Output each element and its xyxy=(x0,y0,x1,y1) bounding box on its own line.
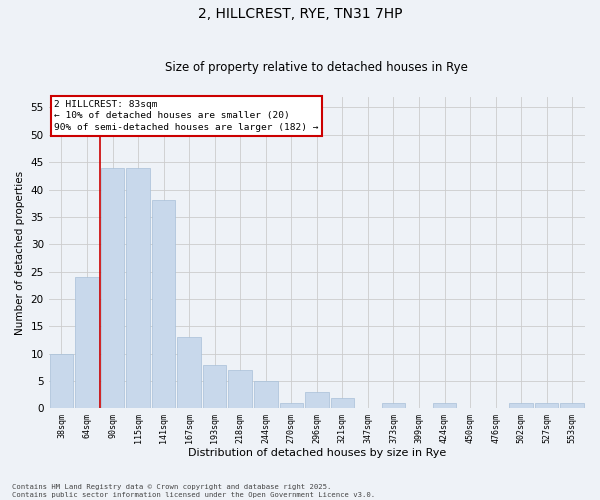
X-axis label: Distribution of detached houses by size in Rye: Distribution of detached houses by size … xyxy=(188,448,446,458)
Bar xyxy=(101,168,124,408)
Bar xyxy=(280,403,303,408)
Bar xyxy=(305,392,329,408)
Y-axis label: Number of detached properties: Number of detached properties xyxy=(15,170,25,334)
Bar xyxy=(254,381,278,408)
Bar xyxy=(509,403,533,408)
Bar xyxy=(203,364,226,408)
Bar xyxy=(127,168,150,408)
Bar xyxy=(50,354,73,408)
Bar xyxy=(433,403,456,408)
Text: 2 HILLCREST: 83sqm
← 10% of detached houses are smaller (20)
90% of semi-detache: 2 HILLCREST: 83sqm ← 10% of detached hou… xyxy=(54,100,319,132)
Bar xyxy=(75,277,99,408)
Bar xyxy=(382,403,405,408)
Bar xyxy=(535,403,559,408)
Bar xyxy=(229,370,252,408)
Bar xyxy=(331,398,354,408)
Title: Size of property relative to detached houses in Rye: Size of property relative to detached ho… xyxy=(166,62,468,74)
Text: 2, HILLCREST, RYE, TN31 7HP: 2, HILLCREST, RYE, TN31 7HP xyxy=(198,8,402,22)
Bar xyxy=(178,338,201,408)
Bar xyxy=(152,200,175,408)
Bar xyxy=(560,403,584,408)
Text: Contains HM Land Registry data © Crown copyright and database right 2025.
Contai: Contains HM Land Registry data © Crown c… xyxy=(12,484,375,498)
